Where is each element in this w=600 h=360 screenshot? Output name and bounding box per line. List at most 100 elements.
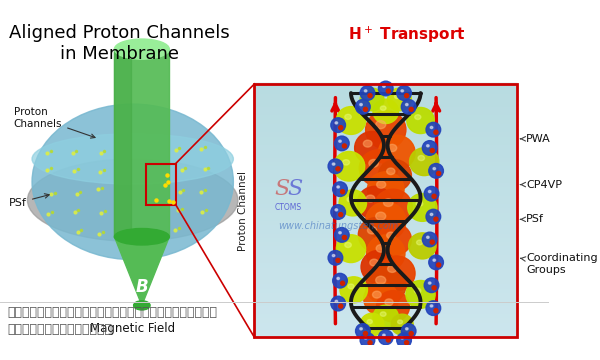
Ellipse shape (437, 171, 440, 175)
Ellipse shape (343, 159, 350, 165)
Bar (254, 248, 517, 253)
Ellipse shape (401, 90, 404, 92)
Ellipse shape (383, 85, 385, 87)
Ellipse shape (334, 152, 365, 181)
Ellipse shape (339, 140, 341, 142)
Ellipse shape (115, 39, 169, 59)
Ellipse shape (28, 159, 238, 241)
FancyBboxPatch shape (115, 49, 169, 237)
Ellipse shape (367, 172, 404, 207)
Ellipse shape (339, 190, 367, 216)
Ellipse shape (424, 186, 439, 201)
Bar (254, 307, 517, 312)
Bar (254, 252, 517, 257)
Ellipse shape (386, 168, 395, 175)
Text: Proton
Channels: Proton Channels (14, 107, 95, 138)
Ellipse shape (337, 186, 340, 188)
Ellipse shape (380, 312, 386, 316)
Ellipse shape (433, 259, 436, 261)
Ellipse shape (331, 118, 346, 132)
Ellipse shape (408, 194, 437, 221)
Ellipse shape (348, 284, 354, 289)
Ellipse shape (379, 256, 415, 291)
Ellipse shape (376, 244, 386, 252)
Bar (254, 290, 517, 295)
Ellipse shape (430, 213, 433, 216)
Bar (254, 222, 517, 228)
Ellipse shape (370, 259, 379, 266)
Ellipse shape (358, 217, 395, 252)
Bar (254, 193, 517, 198)
Text: CTOMS: CTOMS (275, 203, 302, 212)
Ellipse shape (115, 229, 169, 245)
Ellipse shape (339, 126, 343, 130)
Ellipse shape (388, 265, 397, 273)
Ellipse shape (358, 186, 392, 219)
Text: PSf: PSf (521, 214, 544, 224)
Ellipse shape (355, 131, 389, 165)
Ellipse shape (434, 130, 438, 134)
Ellipse shape (422, 232, 437, 247)
Bar (254, 130, 517, 135)
Ellipse shape (401, 337, 404, 339)
Bar (146, 163, 176, 205)
Ellipse shape (343, 144, 346, 148)
Bar (254, 324, 517, 329)
Ellipse shape (360, 88, 384, 111)
Bar (254, 214, 517, 219)
Ellipse shape (437, 263, 440, 267)
Ellipse shape (415, 115, 421, 120)
Ellipse shape (360, 86, 375, 100)
Ellipse shape (339, 304, 343, 308)
Text: PWA: PWA (521, 134, 551, 144)
Text: www.chinatungsten.com: www.chinatungsten.com (278, 221, 399, 231)
Bar (254, 121, 517, 126)
FancyBboxPatch shape (115, 49, 131, 237)
Ellipse shape (427, 145, 429, 147)
Ellipse shape (336, 167, 340, 171)
Bar (254, 244, 517, 249)
Bar (254, 142, 517, 147)
Ellipse shape (364, 90, 367, 92)
Ellipse shape (376, 212, 386, 220)
Ellipse shape (332, 182, 347, 197)
Bar (254, 231, 517, 236)
Ellipse shape (343, 235, 346, 239)
Ellipse shape (332, 163, 335, 165)
Ellipse shape (380, 106, 386, 111)
Ellipse shape (416, 201, 423, 206)
Ellipse shape (416, 240, 423, 245)
Ellipse shape (360, 103, 362, 106)
Ellipse shape (383, 199, 393, 207)
Bar (254, 227, 517, 232)
Ellipse shape (339, 231, 341, 234)
Ellipse shape (335, 300, 338, 302)
Ellipse shape (373, 99, 398, 123)
Bar (254, 176, 517, 181)
Ellipse shape (337, 107, 365, 134)
Ellipse shape (391, 314, 413, 335)
Bar (254, 260, 517, 266)
Ellipse shape (365, 202, 406, 240)
Ellipse shape (406, 103, 408, 106)
Ellipse shape (386, 89, 391, 93)
Bar (254, 315, 517, 320)
Ellipse shape (134, 301, 150, 310)
Ellipse shape (368, 341, 372, 345)
Ellipse shape (368, 94, 372, 98)
Ellipse shape (407, 108, 434, 134)
Ellipse shape (364, 332, 367, 336)
Bar (254, 282, 517, 287)
Ellipse shape (364, 107, 367, 111)
Ellipse shape (339, 213, 343, 217)
Ellipse shape (376, 276, 386, 284)
Text: 磷錨酸系于配位聚合物分子链上: 磷錨酸系于配位聚合物分子链上 (7, 323, 112, 336)
Ellipse shape (337, 277, 340, 280)
Bar (254, 298, 517, 303)
Ellipse shape (394, 94, 400, 99)
Ellipse shape (429, 163, 443, 178)
Ellipse shape (379, 160, 412, 191)
Bar (254, 294, 517, 300)
Ellipse shape (426, 122, 440, 137)
Text: PSf: PSf (9, 194, 49, 208)
